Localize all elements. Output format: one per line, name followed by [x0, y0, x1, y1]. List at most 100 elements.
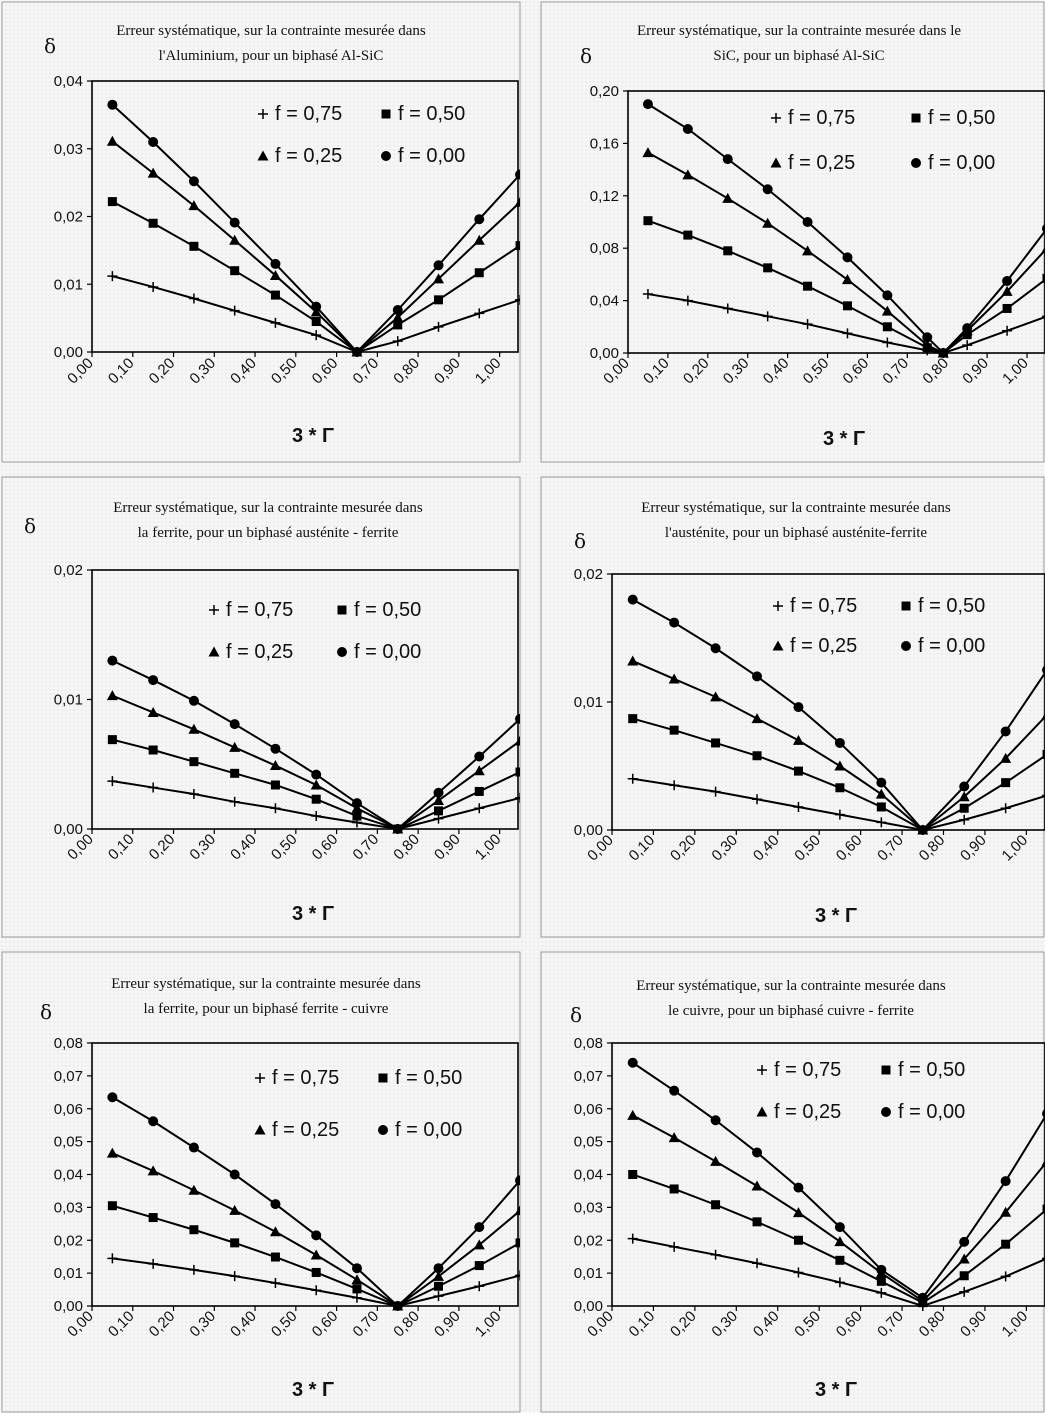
- data-point-square: [876, 1276, 886, 1286]
- series-line-circle: [111, 659, 520, 831]
- y-tick-label: 0,04: [54, 73, 83, 90]
- data-point-square: [669, 1184, 679, 1194]
- x-tick-label: 0,90: [957, 832, 990, 865]
- data-point-triangle: [881, 305, 893, 316]
- data-point-square: [434, 295, 444, 305]
- data-point-triangle: [433, 795, 445, 806]
- data-point-plus: [793, 1267, 804, 1278]
- data-point-plus: [682, 295, 693, 306]
- data-point-circle: [188, 1142, 199, 1153]
- data-point-plus: [148, 281, 159, 292]
- x-tick-label: 1,00: [472, 355, 505, 388]
- data-point-circle: [270, 258, 281, 269]
- data-point-plus: [229, 1271, 240, 1282]
- y-tick-label: 0,02: [54, 1232, 83, 1249]
- y-tick-label: 0,07: [574, 1068, 603, 1085]
- y-tick-label: 0,04: [590, 293, 619, 310]
- data-point-triangle: [269, 269, 281, 280]
- x-axis-label: 3 * Γ: [292, 1379, 334, 1401]
- legend-marker-triangle: [770, 157, 782, 168]
- legend-marker-triangle: [254, 1124, 266, 1135]
- legend-entry-label: f = 0,75: [226, 599, 293, 621]
- legend-marker-plus: [255, 1073, 265, 1083]
- x-tick-label: 0,90: [959, 355, 992, 388]
- data-point-circle: [515, 1175, 520, 1186]
- data-point-plus: [188, 1264, 199, 1275]
- data-point-plus: [1000, 1271, 1011, 1282]
- data-point-triangle: [229, 234, 241, 245]
- x-tick-label: 0,60: [840, 355, 873, 388]
- data-point-square: [515, 767, 520, 777]
- data-point-triangle: [188, 723, 200, 734]
- data-point-circle: [1042, 665, 1045, 675]
- data-point-square: [474, 786, 484, 796]
- data-point-square: [515, 1238, 520, 1248]
- data-point-triangle: [921, 339, 933, 350]
- data-point-plus: [1042, 315, 1045, 318]
- data-point-plus: [627, 1233, 638, 1244]
- data-point-square: [752, 1217, 762, 1227]
- x-tick-label: 1,00: [472, 831, 505, 864]
- data-point-circle: [959, 1236, 970, 1247]
- y-tick-label: 0,00: [54, 821, 83, 838]
- y-tick-label: 0,06: [54, 1101, 83, 1118]
- y-axis-label: δ: [24, 514, 36, 538]
- x-tick-label: 0,80: [919, 355, 952, 388]
- data-point-circle: [876, 1264, 887, 1275]
- series-line-triangle: [112, 694, 520, 831]
- data-point-circle: [627, 594, 638, 605]
- data-point-triangle: [627, 655, 639, 666]
- data-point-circle: [148, 1116, 159, 1127]
- data-point-circle: [627, 1057, 638, 1068]
- x-axis-label: 3 * Γ: [292, 425, 334, 447]
- data-point-triangle: [958, 791, 970, 802]
- x-tick-label: 0,60: [309, 355, 342, 388]
- x-axis-label: 3 * Γ: [815, 905, 857, 927]
- x-tick-label: 0,10: [105, 355, 138, 388]
- data-point-square: [230, 266, 240, 276]
- data-point-circle: [1042, 1109, 1045, 1119]
- data-point-plus: [1000, 803, 1011, 814]
- data-point-square: [723, 246, 733, 256]
- data-point-circle: [762, 184, 773, 195]
- data-point-plus: [474, 803, 485, 814]
- data-point-plus: [188, 293, 199, 304]
- data-point-circle: [1002, 275, 1013, 286]
- panel-frame: [540, 476, 1045, 938]
- y-axis-label: δ: [570, 1003, 582, 1027]
- data-point-circle: [802, 217, 813, 227]
- data-point-triangle: [762, 217, 774, 228]
- y-axis-label: δ: [580, 44, 592, 68]
- data-point-circle: [188, 695, 199, 706]
- data-point-circle: [938, 348, 949, 358]
- data-point-square: [643, 216, 653, 226]
- legend-marker-square: [881, 1065, 891, 1075]
- y-tick-label: 0,03: [574, 1199, 603, 1216]
- x-tick-label: 0,70: [350, 831, 383, 864]
- x-tick-label: 0,70: [350, 355, 383, 388]
- y-tick-label: 0,03: [54, 141, 83, 158]
- data-point-plus: [959, 814, 970, 825]
- legend-entry-label: f = 0,00: [898, 1101, 965, 1123]
- data-point-square: [270, 1252, 280, 1262]
- data-point-triangle: [834, 760, 846, 771]
- data-point-triangle: [668, 673, 680, 684]
- data-point-plus: [882, 337, 893, 348]
- legend-marker-square: [901, 601, 911, 611]
- x-tick-label: 0,80: [916, 832, 949, 865]
- data-point-triangle: [1000, 752, 1012, 763]
- chart-panel-2: Erreur systématique, sur la contrainte m…: [540, 1, 1045, 463]
- x-tick-label: 0,50: [268, 1308, 301, 1341]
- data-point-circle: [351, 1263, 362, 1274]
- data-point-plus: [1042, 1257, 1045, 1260]
- data-point-triangle: [229, 1204, 241, 1215]
- data-point-square: [474, 1261, 484, 1271]
- data-point-circle: [515, 169, 520, 180]
- data-point-square: [270, 780, 280, 790]
- data-point-circle: [962, 323, 973, 334]
- data-point-square: [711, 1200, 721, 1210]
- data-point-square: [107, 1201, 117, 1211]
- data-point-triangle: [433, 273, 445, 284]
- data-point-plus: [959, 1286, 970, 1297]
- data-point-triangle: [106, 135, 118, 146]
